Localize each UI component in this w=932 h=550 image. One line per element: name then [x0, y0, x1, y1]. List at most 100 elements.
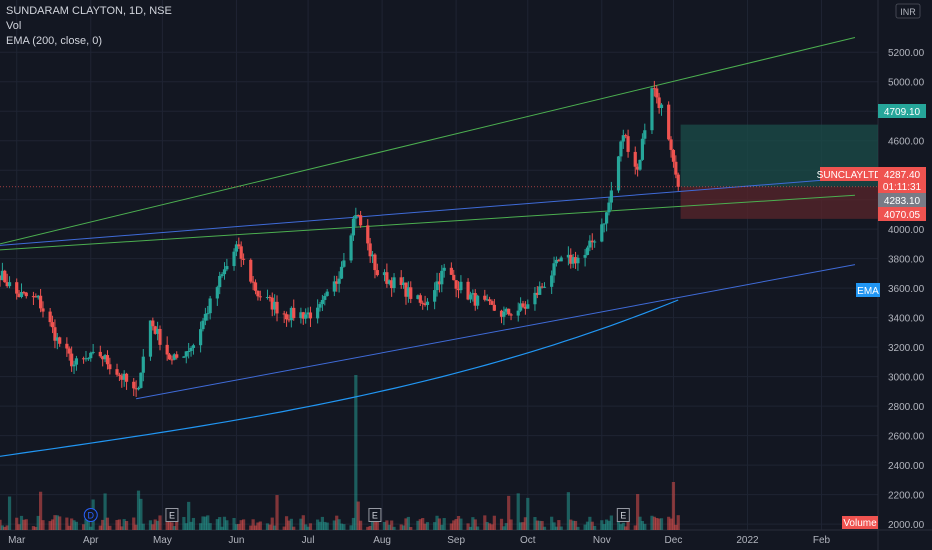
volume-bar [401, 525, 406, 530]
dividend-marker-shape [83, 508, 98, 522]
volume-bar [55, 515, 59, 530]
volume-bar [41, 520, 45, 530]
candle-body [249, 259, 253, 282]
volume-bar [36, 515, 40, 530]
candle-body [585, 247, 590, 255]
volume-bar [67, 525, 71, 530]
candle-body [289, 307, 293, 321]
volume-bar [287, 520, 291, 530]
event-marker[interactable]: E [616, 508, 630, 522]
volume-bar [550, 516, 554, 530]
candle-body [440, 270, 444, 285]
candle-body [583, 254, 587, 258]
candle-body [550, 275, 554, 287]
volume-bar [151, 524, 155, 530]
candle-body [538, 286, 542, 295]
volume-bar [573, 520, 578, 530]
volume-bar [643, 523, 647, 530]
candle-body [492, 304, 496, 311]
ema-legend[interactable]: EMA (200, close, 0) [6, 35, 102, 47]
volume-bar [554, 526, 559, 530]
price-tick-label: 2400.00 [888, 461, 925, 472]
volume-bar [671, 482, 676, 530]
candle-body [17, 293, 21, 297]
candle-body [117, 374, 122, 376]
candle-body [382, 272, 387, 276]
target-price-label: 4709.10 [884, 107, 921, 118]
volume-bar [208, 523, 212, 530]
candle-body [320, 299, 324, 305]
volume-bar [356, 501, 360, 530]
currency-badge[interactable]: INR [895, 3, 921, 19]
candle-body [19, 292, 24, 297]
volume-bar [132, 517, 136, 530]
candle-body [607, 202, 611, 213]
volume-bar [258, 521, 262, 530]
price-axis[interactable]: 2000.00 2200.00 2400.00 2600.00 2800.00 3000.… [888, 48, 925, 531]
candle-body [433, 290, 437, 302]
candle-body [103, 355, 107, 360]
candle-body [609, 190, 613, 203]
trendlines[interactable] [0, 37, 856, 400]
candle-body [208, 298, 212, 314]
candle-body [53, 327, 57, 341]
candle-body [167, 354, 172, 360]
volume-bar [19, 515, 24, 530]
candle-body [175, 354, 179, 358]
candle-body [533, 292, 537, 305]
candle-body [253, 282, 258, 291]
event-marker[interactable]: E [368, 508, 382, 522]
event-marker[interactable]: E [165, 508, 179, 522]
candle-body [559, 257, 563, 262]
volume-bar [299, 518, 303, 530]
volume-bar [325, 522, 329, 530]
volume-bar [222, 516, 227, 530]
volume-price-tag: Volume [842, 516, 878, 529]
price-tick-label: 2800.00 [888, 402, 925, 413]
volume-bar [604, 519, 609, 530]
candle-body [421, 302, 425, 304]
candle-body [108, 364, 112, 370]
volume-legend[interactable]: Vol [6, 20, 22, 32]
volume-bar [667, 516, 671, 530]
candle-body [449, 267, 453, 275]
volume-bar [170, 522, 174, 530]
trendline [136, 264, 856, 400]
volume-bar [423, 523, 427, 530]
event-marker-label: E [169, 511, 175, 521]
candle-body [184, 351, 188, 357]
volume-bar [253, 525, 258, 530]
volume-bar [191, 517, 196, 530]
time-tick-label: Oct [520, 535, 536, 546]
candle-body [148, 320, 153, 357]
volume-bar [540, 521, 544, 530]
candle-body [98, 351, 102, 357]
volume-bar [108, 525, 112, 530]
volume-bar [103, 493, 107, 530]
volume-bar [502, 526, 506, 530]
candle-body [483, 295, 487, 300]
candle-body [576, 257, 580, 264]
candle-body [487, 299, 492, 302]
candle-body [507, 308, 511, 315]
time-axis[interactable]: Mar Apr May Jun Jul Aug Sep Oct Nov Dec 2022 Feb [8, 535, 830, 546]
symbol-legend[interactable]: SUNDARAM CLAYTON, 1D, NSE [6, 5, 172, 17]
volume-bar [452, 520, 456, 530]
volume-bar [0, 525, 4, 530]
candle-body [189, 347, 193, 352]
volume-bar [387, 524, 391, 530]
volume-bar [22, 519, 26, 530]
candle-body [490, 301, 494, 305]
candle-body [91, 351, 95, 353]
candle-body [306, 312, 310, 315]
volume-bar [153, 519, 157, 530]
candle-body [535, 292, 539, 295]
volume-bar [48, 521, 52, 530]
event-marker[interactable]: D [83, 508, 98, 522]
candle-body [132, 381, 136, 389]
candle-body [34, 296, 38, 298]
volume-bar [239, 520, 243, 530]
price-tick-label: 3200.00 [888, 343, 925, 354]
